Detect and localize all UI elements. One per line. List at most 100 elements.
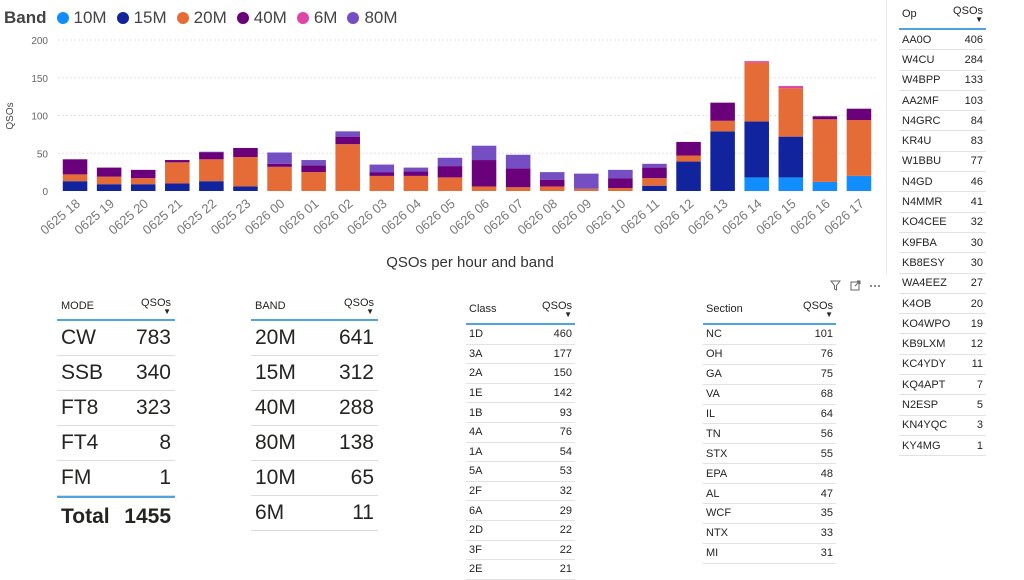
filter-icon[interactable] <box>828 280 842 294</box>
table-row[interactable]: AA0O 406 <box>899 30 986 51</box>
table-row[interactable]: FT4 8 <box>57 426 175 461</box>
table-row[interactable]: KR4U 83 <box>899 131 986 152</box>
table-row[interactable]: CW 783 <box>57 321 175 356</box>
table-row[interactable]: KO4WPO 19 <box>899 314 986 335</box>
table-row[interactable]: KO4CEE 32 <box>899 213 986 233</box>
table-row[interactable]: EPA 48 <box>703 464 836 485</box>
table-row[interactable]: 5A 53 <box>466 462 575 482</box>
table-row[interactable]: STX 55 <box>703 444 836 465</box>
table-row[interactable]: KY4MG 1 <box>899 436 986 457</box>
table-row[interactable]: 80M 138 <box>251 426 378 461</box>
table-row[interactable]: W1BBU 77 <box>899 152 986 173</box>
mode-column-header[interactable]: MODE <box>61 300 94 312</box>
table-row[interactable]: 10M 65 <box>251 461 378 496</box>
legend-item-10m[interactable]: 10M <box>56 8 107 28</box>
table-row[interactable]: W4CU 284 <box>899 50 986 71</box>
row-label: KO4CEE <box>902 216 947 229</box>
table-row[interactable]: 1E 142 <box>466 384 575 404</box>
table-row[interactable]: TN 56 <box>703 424 836 445</box>
table-row[interactable]: W4BPP 133 <box>899 71 986 91</box>
bar-segment-40m <box>335 136 360 145</box>
legend-item-80m[interactable]: 80M <box>347 8 398 28</box>
focus-mode-icon[interactable] <box>848 280 862 294</box>
bar-segment-15m <box>642 185 667 191</box>
table-row[interactable]: N4MMR 41 <box>899 192 986 213</box>
table-row[interactable]: WA4EEZ 27 <box>899 274 986 294</box>
bar-segment-20m <box>165 162 190 184</box>
legend-item-40m[interactable]: 40M <box>236 8 287 28</box>
row-qsos-value: 133 <box>964 74 983 87</box>
table-row[interactable]: IL 64 <box>703 405 836 425</box>
table-row[interactable]: 1A 54 <box>466 443 575 463</box>
row-qsos-value: 68 <box>820 388 833 401</box>
band-column-header[interactable]: BAND <box>255 300 286 312</box>
row-label: 2E <box>469 563 483 576</box>
table-row[interactable]: GA 75 <box>703 365 836 385</box>
table-row[interactable]: 2D 22 <box>466 521 575 541</box>
table-row[interactable]: 3F 22 <box>466 541 575 561</box>
table-row[interactable]: SSB 340 <box>57 356 175 391</box>
more-options-icon[interactable] <box>868 280 882 294</box>
table-row[interactable]: 6A 29 <box>466 501 575 521</box>
table-row[interactable]: AL 47 <box>703 484 836 505</box>
row-label: NC <box>706 328 722 341</box>
mode-qsos-column-header[interactable]: QSOs ▼ <box>141 297 171 316</box>
table-row[interactable]: 2F 32 <box>466 482 575 502</box>
table-row[interactable]: K9FBA 30 <box>899 233 986 254</box>
table-row[interactable]: 6M 11 <box>251 496 378 531</box>
class-qsos-column-header[interactable]: QSOs ▼ <box>542 300 572 319</box>
table-row[interactable]: N4GRC 84 <box>899 111 986 132</box>
legend-item-20m[interactable]: 20M <box>176 8 227 28</box>
bar-segment-15m <box>96 184 122 191</box>
bar-segment-40m <box>369 172 395 176</box>
table-row[interactable]: 2A 150 <box>466 364 575 384</box>
legend-item-6m[interactable]: 6M <box>296 8 337 28</box>
table-row[interactable]: 20M 641 <box>251 321 378 356</box>
legend-label: 20M <box>193 8 227 27</box>
table-row[interactable]: KN4YQC 3 <box>899 416 986 436</box>
op-qsos-column-header[interactable]: QSOs ▼ <box>953 5 983 24</box>
table-row[interactable]: AA2MF 103 <box>899 91 986 112</box>
table-row[interactable]: NC 101 <box>703 325 836 345</box>
row-qsos-value: 101 <box>814 328 833 341</box>
bar-segment-80m <box>437 157 463 167</box>
row-qsos-value: 75 <box>820 368 833 381</box>
table-row[interactable]: FT8 323 <box>57 391 175 426</box>
table-row[interactable]: VA 68 <box>703 385 836 405</box>
table-row[interactable]: N4GD 46 <box>899 172 986 193</box>
table-row[interactable]: KQ4APT 7 <box>899 375 986 396</box>
table-row[interactable]: 40M 288 <box>251 391 378 426</box>
row-qsos-value: 312 <box>338 361 374 384</box>
section-qsos-column-header[interactable]: QSOs ▼ <box>803 300 833 319</box>
table-row[interactable]: KB8ESY 30 <box>899 253 986 274</box>
legend-item-15m[interactable]: 15M <box>116 8 167 28</box>
row-qsos-value: 8 <box>159 431 171 454</box>
bar-segment-40m <box>403 171 429 176</box>
class-column-header[interactable]: Class <box>469 303 497 315</box>
table-row[interactable]: 3A 177 <box>466 345 575 365</box>
table-row[interactable]: FM 1 <box>57 461 175 496</box>
legend-swatch <box>236 12 249 24</box>
band-qsos-column-header[interactable]: QSOs ▼ <box>344 297 374 316</box>
table-row[interactable]: NTX 33 <box>703 524 836 544</box>
bar-segment-40m <box>608 178 633 188</box>
table-row[interactable]: N2ESP 5 <box>899 395 986 416</box>
table-row[interactable]: KC4YDY 11 <box>899 355 986 376</box>
op-column-header[interactable]: Op <box>902 8 917 20</box>
table-row[interactable]: 4A 76 <box>466 423 575 443</box>
row-label: KB8ESY <box>902 256 945 269</box>
chart-legend: Band 10M 15M 20M 40M 6M 80M <box>4 8 408 28</box>
table-row[interactable]: 1D 460 <box>466 325 575 345</box>
bar-segment-20m <box>233 157 258 187</box>
bar-segment-20m <box>471 186 497 191</box>
table-row[interactable]: MI 31 <box>703 544 836 564</box>
table-row[interactable]: 2E 21 <box>466 560 575 580</box>
section-column-header[interactable]: Section <box>706 303 743 315</box>
table-row[interactable]: OH 76 <box>703 345 836 365</box>
table-row[interactable]: KB9LXM 12 <box>899 334 986 355</box>
table-row[interactable]: 1B 93 <box>466 403 575 423</box>
table-row[interactable]: WCF 35 <box>703 504 836 524</box>
legend-label: 15M <box>133 8 167 27</box>
table-row[interactable]: K4OB 20 <box>899 294 986 315</box>
table-row[interactable]: 15M 312 <box>251 356 378 391</box>
